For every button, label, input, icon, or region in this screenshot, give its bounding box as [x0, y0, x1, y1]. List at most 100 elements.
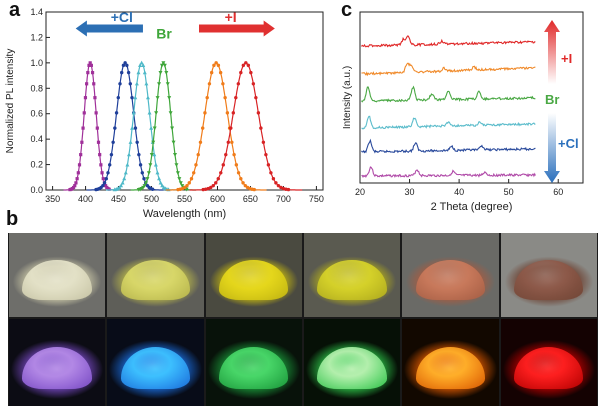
pl-point	[234, 163, 239, 167]
pl-point	[157, 176, 162, 181]
pl-point	[119, 183, 124, 188]
daylight-powder-photo-2	[107, 233, 204, 317]
powder-pile	[317, 346, 387, 389]
xrd-series-line	[361, 85, 536, 103]
daylight-powder-photo-1	[9, 233, 106, 317]
pl-point	[264, 152, 268, 157]
x-axis-label: Wavelength (nm)	[143, 208, 226, 220]
pl-point	[153, 162, 158, 167]
pl-point	[256, 111, 261, 115]
uv-powder-photo-3	[205, 319, 302, 406]
pl-point	[94, 111, 98, 115]
pl-point	[160, 183, 165, 188]
pl-point	[86, 71, 90, 75]
pl-series-line	[189, 62, 303, 191]
br-label: Br	[156, 26, 172, 42]
i-label: +I	[225, 9, 237, 25]
pl-point	[128, 140, 133, 144]
x-tick-label: 650	[243, 194, 258, 204]
pl-point	[229, 126, 233, 130]
powder-pile	[317, 259, 387, 301]
pl-point	[209, 185, 213, 190]
pl-point	[143, 181, 148, 186]
pl-point	[157, 82, 162, 87]
x-tick-label: 30	[405, 187, 415, 197]
pl-point	[165, 82, 170, 87]
pl-point	[145, 95, 150, 100]
pl-spectra-chart: 350 400 450 500 550 600 650 700 750 0.0 0.2 0.4 0.6 0…	[5, 7, 324, 220]
xrd-series-line	[361, 138, 536, 154]
plot-frame	[359, 11, 584, 184]
pl-point	[120, 180, 125, 185]
pl-point	[241, 181, 245, 185]
pl-point	[136, 70, 141, 75]
y-tick-label: 0.0	[30, 185, 43, 195]
pl-point	[104, 176, 108, 181]
pl-series-4	[130, 61, 196, 192]
pl-point	[234, 95, 238, 100]
pl-point	[135, 140, 139, 144]
pl-point	[149, 153, 154, 157]
pl-point	[145, 177, 150, 181]
xrd-series-line	[361, 166, 536, 179]
pl-point	[271, 176, 276, 181]
pl-point	[125, 63, 129, 68]
x-tick-label: 750	[309, 194, 324, 204]
uv-powder-photo-6	[500, 319, 597, 406]
pl-point	[286, 187, 291, 192]
pl-point	[230, 140, 234, 144]
pl-series-5	[165, 61, 267, 192]
pl-point	[138, 163, 143, 167]
pl-point	[141, 63, 146, 67]
i-arrow	[544, 20, 560, 84]
pl-point	[92, 82, 96, 86]
pl-point	[142, 70, 147, 75]
panel-label-b: b	[6, 208, 19, 230]
powder-photo-grid	[8, 233, 598, 406]
i-label: +I	[561, 51, 572, 66]
pl-point	[150, 187, 155, 191]
powder-pile	[120, 259, 191, 301]
x-tick-label: 350	[45, 194, 60, 204]
pl-point	[77, 163, 82, 167]
pl-point	[232, 152, 236, 157]
pl-point	[134, 81, 139, 86]
pl-point	[85, 82, 89, 86]
pl-point	[121, 63, 126, 68]
pl-series-6	[189, 61, 303, 192]
pl-point	[177, 177, 182, 181]
pl-point	[168, 111, 173, 116]
pl-point	[261, 140, 266, 144]
pl-point	[207, 82, 212, 86]
pl-point	[218, 70, 223, 75]
pl-point	[155, 96, 160, 100]
pl-point	[219, 171, 223, 175]
powder-pile	[514, 259, 584, 301]
pl-point	[211, 183, 215, 188]
y-tick-label: 1.2	[30, 32, 43, 42]
pl-point	[231, 111, 236, 115]
pl-point	[201, 187, 205, 192]
pl-point	[216, 63, 221, 68]
pl-point	[155, 170, 160, 175]
pl-point	[226, 140, 230, 144]
pl-series-2	[86, 61, 164, 192]
br-label: Br	[545, 92, 559, 107]
xrd-series-1	[361, 166, 536, 179]
powder-pile	[219, 346, 289, 389]
pl-point	[137, 152, 141, 157]
pl-point	[89, 63, 93, 67]
pl-point	[159, 63, 164, 68]
pl-point	[158, 180, 163, 185]
xrd-series-4	[361, 85, 536, 103]
pl-point	[266, 163, 271, 167]
pl-point	[189, 176, 194, 181]
pl-point	[104, 184, 108, 188]
pl-point	[158, 71, 163, 75]
pl-point	[80, 140, 84, 144]
pl-point	[101, 183, 105, 188]
xrd-series-5	[361, 62, 536, 77]
pl-point	[74, 181, 78, 185]
pl-point	[249, 70, 253, 75]
pl-point	[221, 163, 225, 167]
